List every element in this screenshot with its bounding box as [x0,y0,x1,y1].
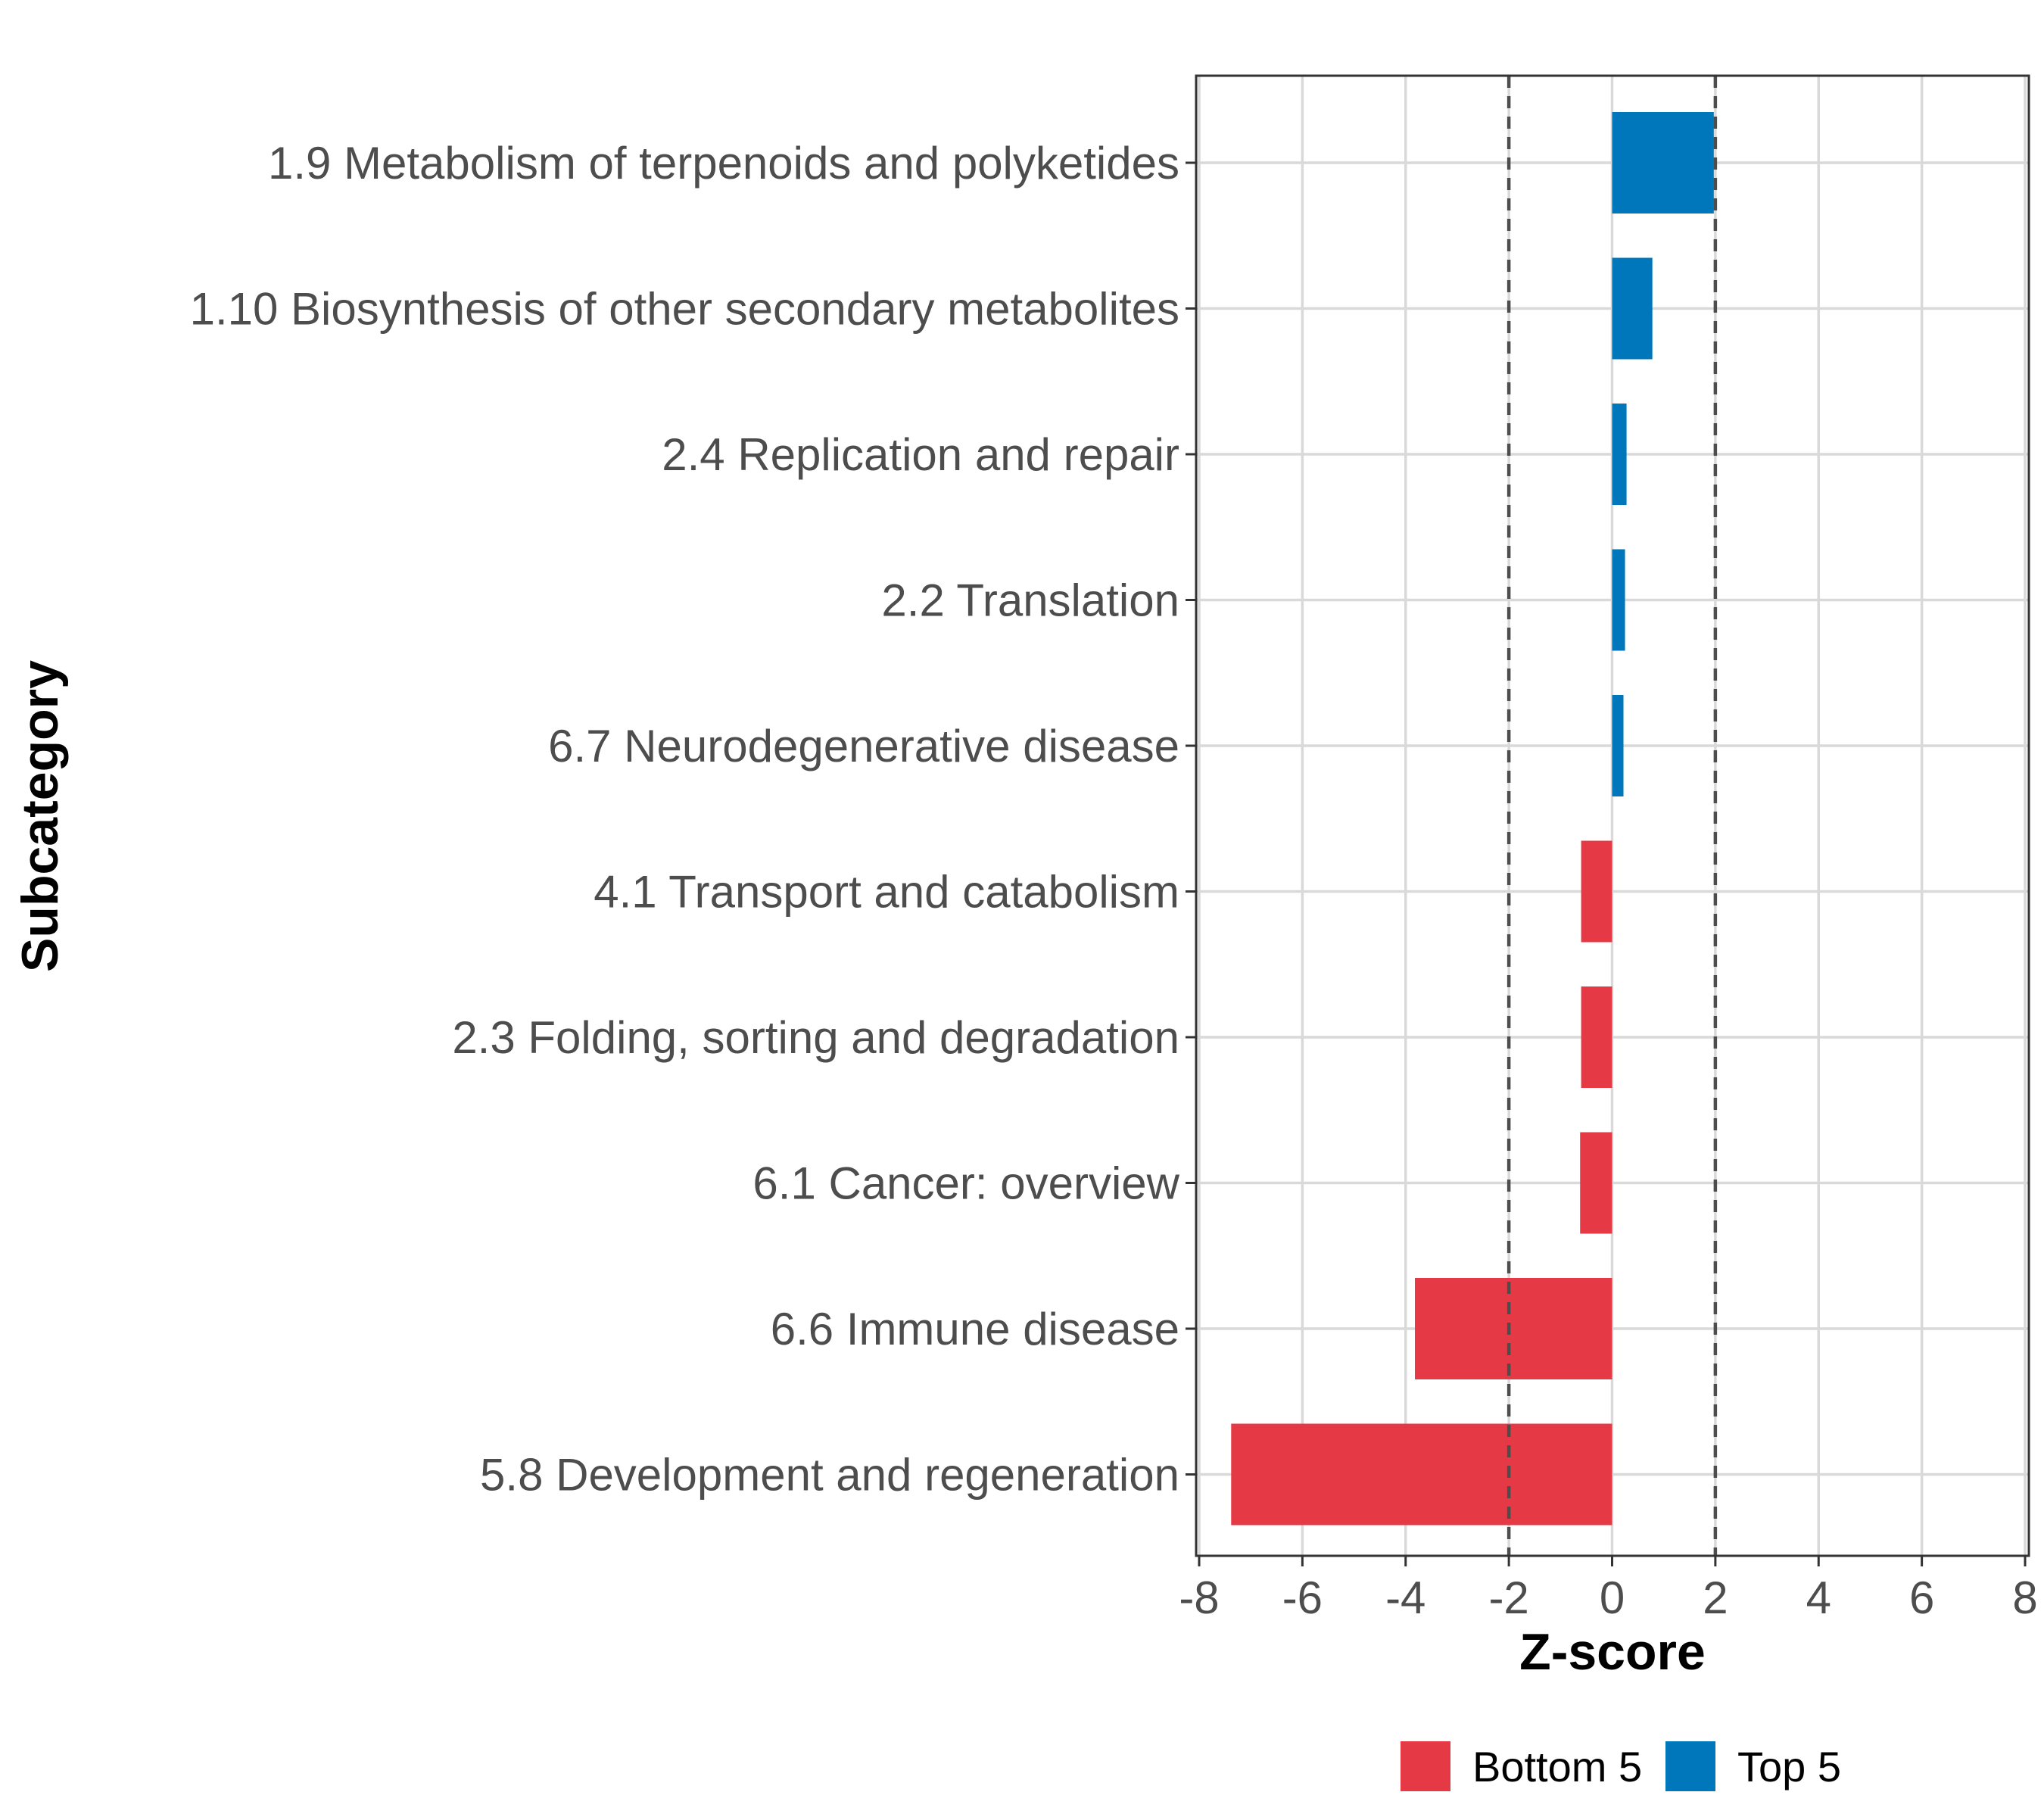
category-label: 6.7 Neurodegenerative disease [548,721,1179,771]
bar-4 [1612,549,1625,651]
y-axis-title: Subcategory [11,660,69,972]
x-tick-label: 6 [1909,1572,1934,1623]
x-tick-label: -6 [1282,1572,1323,1623]
legend-swatch-top-5 [1665,1741,1715,1791]
bar-8 [1580,1132,1612,1234]
x-tick-label: 8 [2012,1572,2037,1623]
category-label: 1.10 Biosynthesis of other secondary met… [190,284,1179,335]
legend-label: Bottom 5 [1472,1743,1642,1791]
legend: Bottom 5 Top 5 [1401,1741,1841,1791]
x-axis-title: Z-score [1519,1623,1706,1681]
category-label: 2.2 Translation [881,575,1179,626]
bar-2 [1612,257,1653,360]
bar-10 [1231,1423,1612,1526]
bars [1231,112,1714,1526]
category-label: 2.4 Replication and repair [662,429,1179,480]
bar-6 [1581,840,1612,943]
category-label: 6.6 Immune disease [771,1304,1179,1354]
category-label: 2.3 Folding, sorting and degradation [452,1012,1179,1063]
x-tick-label: 4 [1806,1572,1831,1623]
category-label: 4.1 Transport and catabolism [594,867,1179,918]
x-tick-label: 2 [1703,1572,1728,1623]
bar-1 [1612,112,1714,213]
legend-swatch-bottom-5 [1401,1741,1450,1791]
x-tick-label: -4 [1385,1572,1426,1623]
bar-9 [1415,1278,1612,1379]
bar-3 [1612,404,1627,505]
x-tick-label: -2 [1488,1572,1528,1623]
bar-7 [1581,986,1612,1088]
reference-lines [1507,76,1718,1556]
x-axis: -8 -6 -4 -2 0 2 4 6 8 [1179,1556,2038,1623]
category-label: 5.8 Development and regeneration [480,1450,1179,1501]
bar-5 [1612,695,1624,796]
legend-label: Top 5 [1737,1743,1841,1791]
y-axis: 1.9 Metabolism of terpenoids and polyket… [190,138,1196,1501]
x-tick-label: 0 [1600,1572,1625,1623]
category-label: 6.1 Cancer: overview [752,1158,1179,1209]
category-label: 1.9 Metabolism of terpenoids and polyket… [268,138,1179,189]
x-tick-label: -8 [1179,1572,1219,1623]
